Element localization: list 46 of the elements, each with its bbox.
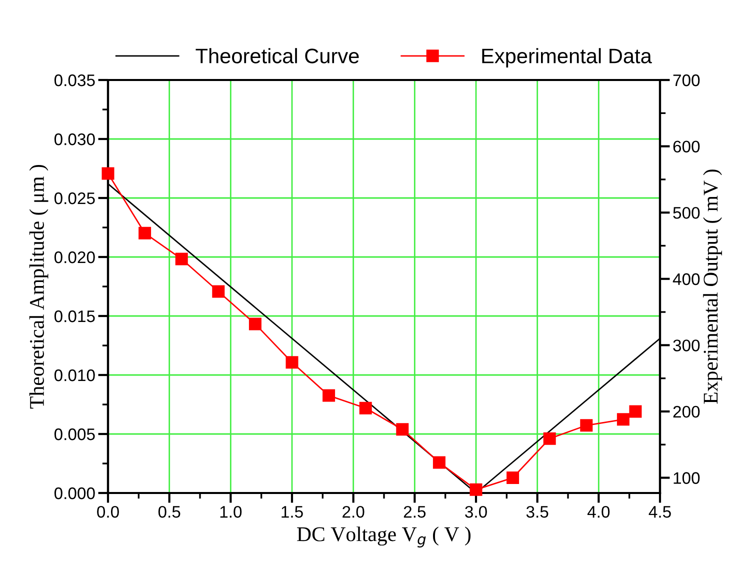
y2-tick-label: 400 (672, 273, 700, 286)
x-tick-label: 0.5 (158, 506, 180, 518)
y2-tick-label: 200 (673, 406, 700, 418)
x-tick-label: 1.5 (282, 506, 303, 518)
y2-tick-label: 500 (673, 206, 700, 219)
point (470, 483, 482, 496)
y-tick-label: 0.010 (54, 369, 95, 382)
y-tick-label: 0.005 (54, 428, 95, 440)
y-axis-title: Theoretical Amplitude ( μm ) (29, 164, 48, 409)
point (102, 167, 114, 180)
point (359, 402, 372, 414)
x-tick-label: 4.5 (648, 506, 671, 518)
y-tick-label: 0.015 (54, 310, 95, 322)
y2-tick-label: 300 (673, 340, 700, 352)
y-tick-label: 0.020 (54, 251, 95, 264)
y2-axis-title: Experimental Output ( mV ) (703, 170, 722, 404)
x-tick-label: 3.0 (465, 506, 487, 518)
point (286, 356, 298, 369)
point (138, 226, 152, 240)
y2-tick-label: 100 (674, 472, 700, 484)
x-tick-label: 2.5 (404, 506, 426, 518)
point (322, 389, 336, 402)
point (248, 318, 262, 330)
x-tick-label: 4.0 (587, 506, 610, 518)
y-tick-label: 0.000 (54, 487, 95, 500)
point (616, 413, 630, 426)
y-tick-label: 0.035 (54, 74, 95, 86)
x-tick-label: 1.0 (220, 506, 242, 518)
point (543, 432, 556, 445)
point (432, 456, 446, 469)
legend-label: Theoretical Curve (196, 48, 359, 64)
y2-tick-label: 600 (673, 140, 700, 152)
point (212, 285, 225, 298)
point (396, 423, 409, 436)
point (629, 405, 642, 418)
legend-label: Experimental Data (482, 48, 652, 68)
y-tick-label: 0.030 (54, 133, 95, 146)
point (175, 252, 188, 266)
y-tick-label: 0.025 (54, 192, 95, 204)
y2-tick-label: 700 (673, 74, 700, 86)
x-tick-label: 2.0 (342, 506, 364, 518)
point (580, 419, 593, 432)
x-tick-label: 0.0 (97, 506, 119, 518)
x-axis-title: DC Voltage V$_{g}$ ( V ) (297, 526, 471, 548)
point (506, 472, 520, 484)
x-tick-label: 3.5 (526, 506, 548, 518)
